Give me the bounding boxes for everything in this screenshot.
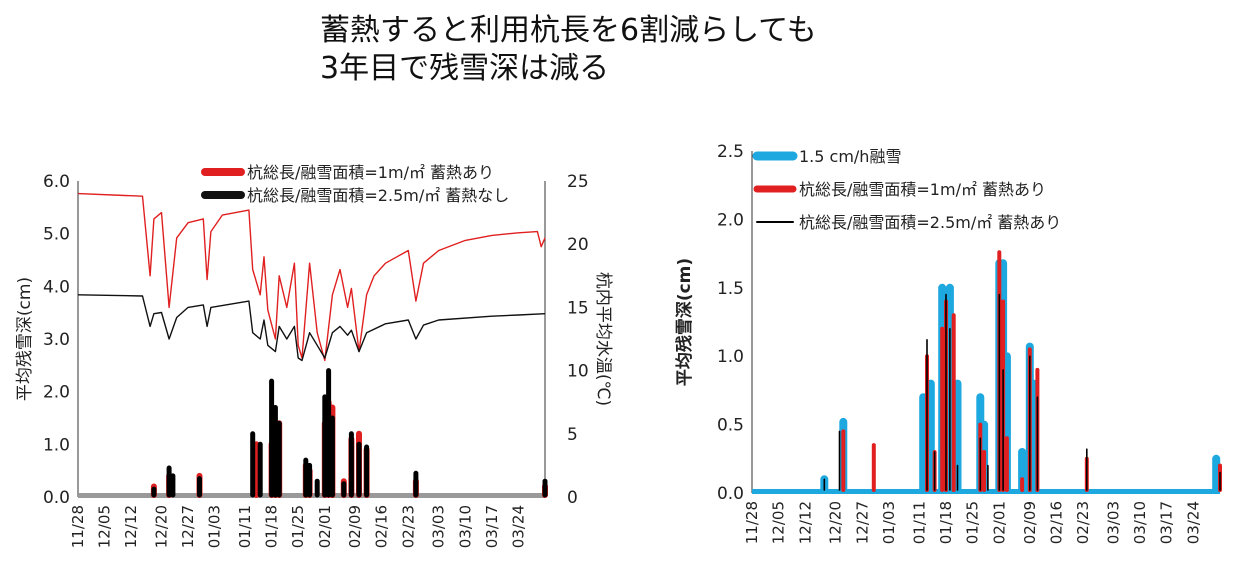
x-tick-label: 11/28 [743, 501, 761, 544]
x-tick-label: 12/05 [770, 501, 788, 544]
series-line [823, 293, 1221, 491]
x-tick-label: 01/25 [964, 501, 982, 544]
y-tick-label: 1.5 [717, 279, 744, 299]
x-tick-label: 01/03 [206, 505, 224, 548]
y-axis-title: 平均残雪深(cm) [15, 277, 35, 401]
slide-title-line-2: 3年目で残雪深は減る [320, 51, 610, 86]
x-tick-label: 03/03 [430, 505, 448, 548]
x-tick-label: 02/09 [1021, 501, 1039, 544]
series-line [841, 250, 1222, 492]
y-tick-label: 0.0 [717, 484, 744, 504]
legend-label: 1.5 cm/h融雪 [799, 147, 901, 166]
x-tick-label: 12/20 [827, 501, 845, 544]
y2-tick-label: 10 [567, 362, 589, 382]
x-tick-label: 12/05 [96, 505, 114, 548]
y2-tick-label: 15 [567, 298, 589, 318]
legend-label: 杭総長/融雪面積=1m/㎡ 蓄熱あり [799, 180, 1046, 199]
y2-tick-label: 0 [567, 488, 578, 508]
y2-tick-label: 25 [567, 172, 589, 192]
x-tick-label: 03/10 [456, 505, 474, 548]
y-tick-label: 4.0 [43, 277, 70, 297]
y-axis-title: 平均残雪深(cm) [674, 258, 695, 386]
x-tick-label: 03/10 [1131, 501, 1149, 544]
y-tick-label: 1.0 [43, 435, 70, 455]
y-tick-label: 5.0 [43, 225, 70, 245]
x-tick-label: 12/12 [122, 505, 140, 548]
y-tick-label: 2.0 [717, 210, 744, 230]
x-tick-label: 12/12 [796, 501, 814, 544]
slide-title: 蓄熱すると利用杭長を6割減らしても 3年目で残雪深は減る [320, 12, 817, 88]
right-chart: 0.0 0.5 1.0 1.5 2.0 2.5 平均残雪深(cm) 11/28 12/05 12/… [674, 142, 1222, 544]
y-tick-label: 3.0 [43, 330, 70, 350]
x-tick-label: 12/20 [153, 505, 171, 548]
x-tick-label: 03/03 [1105, 501, 1123, 544]
x-tick-label: 02/16 [1047, 501, 1065, 544]
x-tick-label: 02/09 [346, 505, 364, 548]
x-tick-label: 01/18 [263, 505, 281, 548]
legend-label: 杭総長/融雪面積=1m/㎡ 蓄熱あり [247, 163, 494, 182]
x-tick-label: 11/28 [69, 505, 87, 548]
y2-tick-label: 20 [567, 235, 589, 255]
x-tick-label: 03/24 [509, 505, 527, 548]
y-tick-label: 0.0 [43, 488, 70, 508]
x-tick-label: 12/27 [853, 501, 871, 544]
slide-title-line-1: 蓄熱すると利用杭長を6割減らしても [320, 13, 817, 48]
x-tick-label: 02/23 [399, 505, 417, 548]
x-tick-label: 01/18 [937, 501, 955, 544]
x-tick-label: 02/01 [316, 505, 334, 548]
series-line [820, 259, 1221, 494]
x-tick-label: 01/11 [910, 501, 928, 544]
x-tick-label: 01/03 [880, 501, 898, 544]
y-tick-label: 2.5 [717, 142, 744, 162]
y2-tick-label: 5 [567, 425, 578, 445]
left-chart: 0.0 1.0 2.0 3.0 4.0 5.0 6.0 0 5 10 15 20 25 平均残雪深(cm)… [15, 163, 613, 548]
x-tick-label: 02/01 [990, 501, 1008, 544]
series-line [77, 294, 546, 362]
y-tick-label: 6.0 [43, 172, 70, 192]
x-tick-label: 12/27 [179, 505, 197, 548]
x-tick-label: 03/17 [1158, 501, 1176, 544]
x-tick-label: 03/24 [1184, 501, 1202, 544]
x-tick-label: 01/11 [236, 505, 254, 548]
y2-axis-title: 杭内平均水温(℃) [593, 272, 613, 406]
y-tick-label: 2.0 [43, 383, 70, 403]
legend-label: 杭総長/融雪面積=2.5m/㎡ 蓄熱あり [799, 213, 1061, 232]
x-tick-label: 03/17 [483, 505, 501, 548]
x-tick-label: 02/23 [1074, 501, 1092, 544]
x-tick-label: 02/16 [373, 505, 391, 548]
x-tick-label: 01/25 [289, 505, 307, 548]
y-tick-label: 0.5 [717, 416, 744, 436]
series-line [151, 368, 548, 498]
y-tick-label: 1.0 [717, 347, 744, 367]
legend-label: 杭総長/融雪面積=2.5m/㎡ 蓄熱なし [247, 186, 509, 205]
